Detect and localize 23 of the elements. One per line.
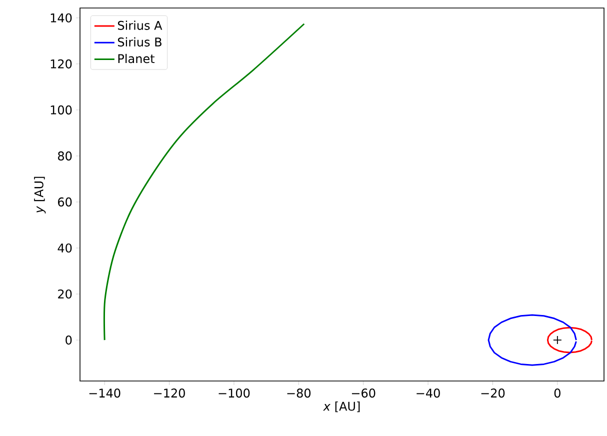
- x-tick-label: −100: [218, 388, 250, 398]
- y-tick-label: 0: [66, 336, 72, 345]
- x-tick-label: −20: [481, 388, 505, 398]
- y-tick-label: 140: [50, 13, 72, 22]
- x-tick-label: −40: [416, 388, 440, 398]
- y-tick-label: 60: [58, 197, 72, 207]
- y-tick-label: 120: [50, 59, 72, 68]
- line-series: [546, 326, 592, 354]
- x-tick-label: −60: [352, 388, 376, 398]
- y-tick-label: 40: [58, 243, 72, 253]
- y-tick-label: 100: [50, 105, 72, 114]
- y-axis-title: y [AU]: [34, 176, 46, 214]
- legend-label: Sirius A: [118, 20, 162, 30]
- x-tick-label: −80: [287, 388, 311, 398]
- legend-label: Planet: [118, 54, 155, 64]
- x-tick-label: −140: [89, 388, 120, 398]
- y-tick-label: 80: [58, 151, 72, 160]
- x-axis-title: x [AU]: [323, 401, 360, 412]
- line-series: [488, 314, 577, 366]
- x-tick-label: −120: [154, 388, 185, 398]
- y-tick-label: 20: [58, 289, 72, 299]
- legend-label: Sirius B: [118, 37, 162, 47]
- x-tick-label: 0: [554, 388, 560, 398]
